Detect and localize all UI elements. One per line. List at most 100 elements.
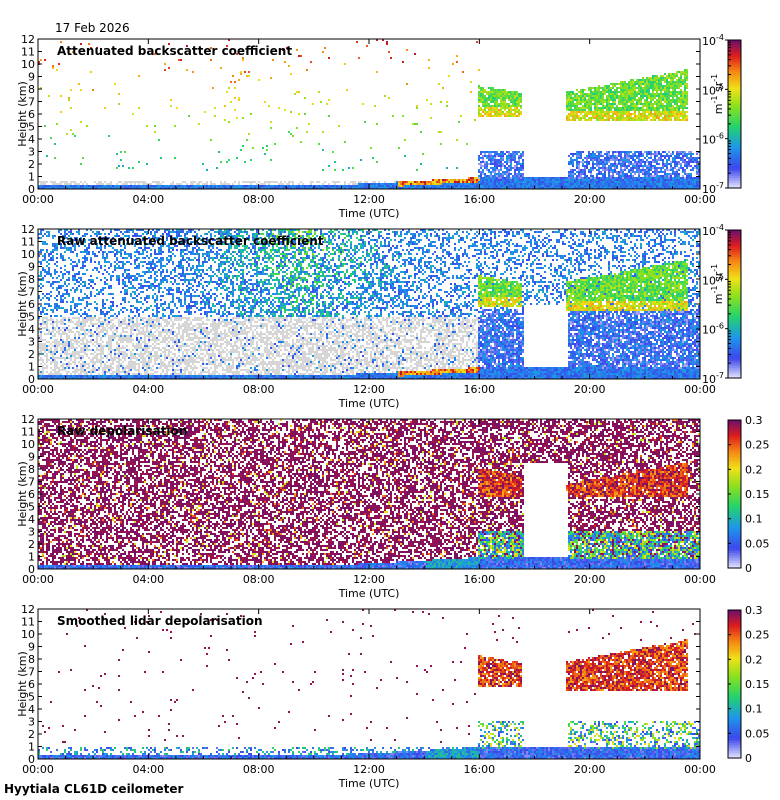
colorbar-segment	[728, 336, 741, 340]
colorbar-segment	[728, 353, 741, 357]
colorbar-segment	[728, 444, 741, 448]
colorbar-segment	[728, 422, 741, 426]
y-tick-label: 12	[21, 603, 35, 616]
colorbar-segment	[728, 548, 741, 552]
x-tick-label: 16:00	[463, 573, 495, 586]
colorbar-segment	[728, 651, 741, 655]
colorbar-segment	[728, 432, 741, 436]
colorbar-segment	[728, 420, 741, 424]
colorbar-segment	[728, 281, 741, 285]
colorbar-segment	[728, 304, 741, 308]
colorbar-segment	[728, 688, 741, 692]
y-tick-label: 1	[28, 741, 35, 754]
y-tick-label: 5	[28, 691, 35, 704]
colorbar-segment	[728, 77, 741, 81]
y-tick-label: 12	[21, 413, 35, 426]
x-tick-label: 12:00	[353, 383, 385, 396]
colorbar-segment	[728, 328, 741, 332]
colorbar-segment	[728, 341, 741, 345]
colorbar-segment	[728, 136, 741, 140]
colorbar-segment	[728, 452, 741, 456]
colorbar-segment	[728, 558, 741, 562]
y-tick-label: 4	[28, 323, 35, 336]
colorbar-segment	[728, 151, 741, 155]
colorbar-segment	[728, 64, 741, 68]
colorbar: 10-410-510-610-7m-1 sr-1	[702, 33, 742, 196]
panel-2: Raw attenuated backscatter coefficient01…	[16, 223, 742, 410]
x-tick-label: 04:00	[132, 763, 164, 776]
colorbar-segment	[728, 160, 741, 164]
colorbar-segment	[728, 466, 741, 470]
colorbar-segment	[728, 264, 741, 268]
colorbar-segment	[728, 427, 741, 431]
colorbar-segment	[728, 165, 741, 169]
colorbar-segment	[728, 118, 741, 122]
colorbar-segment	[728, 728, 741, 732]
colorbar-segment	[728, 619, 741, 623]
x-tick-label: 04:00	[132, 573, 164, 586]
colorbar-segment	[728, 531, 741, 535]
colorbar-segment	[728, 170, 741, 174]
colorbar-segment	[728, 545, 741, 549]
colorbar-segment	[728, 674, 741, 678]
colorbar-segment	[728, 560, 741, 564]
colorbar-segment	[728, 291, 741, 295]
colorbar-segment	[728, 464, 741, 468]
heatmap-image	[38, 419, 700, 569]
colorbar-segment	[728, 49, 741, 53]
colorbar-segment	[728, 649, 741, 653]
colorbar-segment	[728, 163, 741, 167]
x-tick-label: 08:00	[243, 763, 275, 776]
colorbar-segment	[728, 326, 741, 330]
colorbar-segment	[728, 370, 741, 374]
colorbar: 10-410-510-610-7m-1 sr-1	[702, 223, 742, 386]
colorbar-segment	[728, 693, 741, 697]
y-tick-label: 8	[28, 653, 35, 666]
colorbar-segment	[728, 301, 741, 305]
colorbar-segment	[728, 247, 741, 251]
colorbar-tick-label: 10-7	[702, 181, 724, 196]
colorbar-segment	[728, 57, 741, 61]
colorbar-segment	[728, 254, 741, 258]
colorbar-segment	[728, 111, 741, 115]
colorbar-segment	[728, 735, 741, 739]
colorbar-tick-base: 10	[702, 225, 716, 238]
y-tick-label: 2	[28, 728, 35, 741]
colorbar-tick-exp: -4	[716, 223, 724, 232]
colorbar-segment	[728, 491, 741, 495]
colorbar-segment	[728, 185, 741, 189]
y-tick-label: 7	[28, 666, 35, 679]
colorbar-segment	[728, 666, 741, 670]
colorbar-segment	[728, 489, 741, 493]
colorbar-tick-label: 0	[745, 752, 752, 765]
heatmap-image	[38, 609, 700, 759]
y-tick-label: 4	[28, 513, 35, 526]
colorbar-segment	[728, 244, 741, 248]
colorbar-segment	[728, 358, 741, 362]
colorbar-segment	[728, 313, 741, 317]
y-tick-label: 2	[28, 538, 35, 551]
colorbar-segment	[728, 748, 741, 752]
x-tick-label: 00:00	[684, 763, 716, 776]
y-tick-label: 0	[28, 183, 35, 196]
colorbar-segment	[728, 350, 741, 354]
colorbar-segment	[728, 521, 741, 525]
colorbar-tick-label: 0.05	[745, 537, 770, 550]
y-tick-label: 11	[21, 46, 35, 59]
colorbar-segment	[728, 513, 741, 517]
colorbar-segment	[728, 116, 741, 120]
colorbar: 0.3 0.25 0.2 0.15 0.1 0.05 0	[727, 414, 770, 575]
panels-container: Attenuated backscatter coefficient012345…	[16, 33, 770, 790]
colorbar-segment	[728, 743, 741, 747]
colorbar-segment	[728, 259, 741, 263]
colorbar-segment	[728, 511, 741, 515]
y-tick-label: 2	[28, 158, 35, 171]
colorbar-segment	[728, 698, 741, 702]
colorbar-segment	[728, 74, 741, 78]
colorbar-segment	[728, 535, 741, 539]
colorbar-segment	[728, 86, 741, 90]
colorbar-tick-base: 10	[702, 183, 716, 196]
colorbar-segment	[728, 706, 741, 710]
x-tick-label: 20:00	[574, 193, 606, 206]
